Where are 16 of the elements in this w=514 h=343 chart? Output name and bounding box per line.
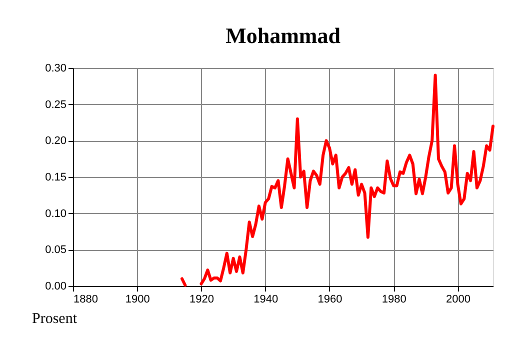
chart-title: Mohammad <box>226 23 340 48</box>
x-tick-label: 1980 <box>382 294 406 306</box>
y-tick-label: 0.10 <box>45 208 66 220</box>
x-tick-label: 1960 <box>318 294 342 306</box>
y-tick-label: 0.15 <box>45 172 66 184</box>
x-tick-label: 1900 <box>125 294 150 306</box>
y-tick-label: 0.30 <box>45 62 66 74</box>
y-tick-label: 0.25 <box>45 98 66 111</box>
y-tick-label: 0.20 <box>45 135 66 148</box>
x-tick-label: 1880 <box>74 294 98 306</box>
x-tick-label: 1920 <box>190 294 214 306</box>
y-tick-label: 0.05 <box>45 244 66 256</box>
text: Prosent <box>32 311 78 327</box>
x-tick-label: 2000 <box>446 294 470 306</box>
y-tick-label: 0.00 <box>45 280 66 292</box>
x-tick-label: 1940 <box>254 294 278 306</box>
